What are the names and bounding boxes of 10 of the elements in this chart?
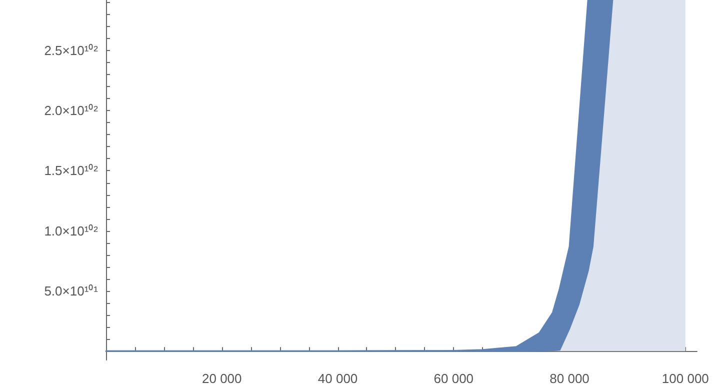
y-tick-label: 2.5×10¹⁰²	[44, 43, 99, 58]
y-tick-label: 1.0×10¹⁰²	[44, 223, 99, 238]
y-tick-label: 2.0×10¹⁰²	[44, 103, 99, 118]
x-tick-label: 100 000	[662, 371, 709, 385]
x-tick-label: 60 000	[434, 371, 474, 385]
x-tick-label: 20 000	[202, 371, 242, 385]
y-tick-label: 1.5×10¹⁰²	[44, 163, 99, 178]
x-tick-label: 40 000	[318, 371, 358, 385]
x-tick-label: 80 000	[550, 371, 590, 385]
y-tick-label: 5.0×10¹⁰¹	[44, 283, 99, 298]
